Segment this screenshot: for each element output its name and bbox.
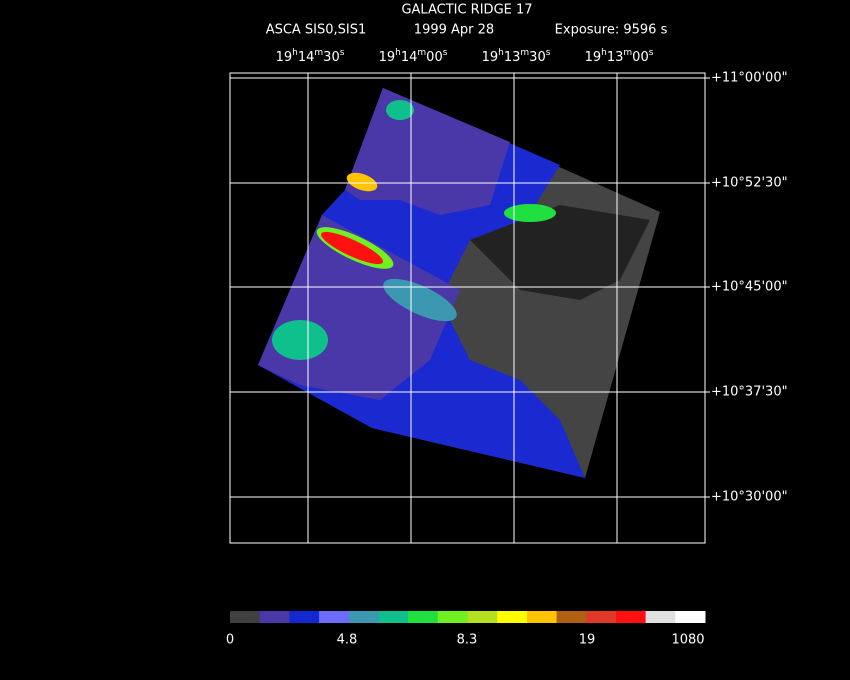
ra-label: 19h13m30s [482, 48, 551, 65]
exposure: Exposure: 9596 s [555, 23, 668, 38]
field-dark [470, 205, 650, 300]
ra-label-part: s [649, 48, 654, 58]
image [258, 88, 660, 478]
colorbar-segment [645, 611, 676, 623]
ra-label-part: 19 [585, 50, 602, 65]
ra-label-part: 19 [379, 50, 396, 65]
date: 1999 Apr 28 [414, 23, 494, 38]
emission-peak [321, 231, 383, 265]
colorbar-segment [378, 611, 409, 623]
ra-label-part: 14 [298, 50, 315, 65]
ra-label: 19h14m30s [276, 48, 345, 65]
emission [386, 100, 414, 120]
colorbar-segment [526, 611, 558, 623]
emission [272, 320, 328, 360]
ra-label-part: 30 [529, 50, 546, 65]
colorbar-segment [348, 611, 379, 623]
colorbar-label: 19 [579, 633, 596, 648]
ra-label-part: s [546, 48, 551, 58]
ra-label-part: 30 [323, 50, 340, 65]
colorbar-label: 8.3 [457, 633, 478, 648]
ra-label-part: 00 [426, 50, 443, 65]
grid [229, 72, 710, 544]
emission [346, 172, 378, 192]
dec-label: +11°00'00" [711, 71, 788, 86]
emission [504, 204, 556, 222]
ra-label-part: 13 [504, 50, 521, 65]
ra-label-part: h [601, 48, 607, 58]
colorbar-label: 0 [226, 633, 234, 648]
colorbar-segment [467, 611, 498, 623]
dec-label: +10°52'30" [711, 176, 788, 191]
colorbar-label: 4.8 [337, 633, 358, 648]
colorbar: 0 4.8 8.3 19 1080 [226, 611, 706, 648]
colorbar-segment [586, 611, 617, 623]
ra-label: 19h14m00s [379, 48, 448, 65]
colorbar-segment [319, 611, 350, 623]
ra-label-part: 13 [607, 50, 624, 65]
colorbar-segment [289, 611, 320, 623]
title: GALACTIC RIDGE 17 [401, 3, 532, 18]
ra-label: 19h13m00s [585, 48, 654, 65]
ra-label-part: m [314, 48, 323, 58]
ra-label-part: h [498, 48, 504, 58]
dec-label: +10°37'30" [711, 385, 788, 400]
emission [383, 278, 457, 322]
colorbar-segment [437, 611, 468, 623]
instrument: ASCA SIS0,SIS1 [266, 23, 367, 38]
dec-label: +10°45'00" [711, 280, 788, 295]
ra-label-part: m [417, 48, 426, 58]
colorbar-segment [230, 611, 261, 623]
colorbar-segment [556, 611, 587, 623]
ra-label-part: m [520, 48, 529, 58]
ra-label-part: 19 [276, 50, 293, 65]
ra-label-part: h [292, 48, 298, 58]
colorbar-label: 1080 [671, 633, 704, 648]
ra-label-part: s [443, 48, 448, 58]
ra-label-part: 19 [482, 50, 499, 65]
dec-label: +10°30'00" [711, 490, 788, 505]
colorbar-segment [408, 611, 439, 623]
ra-label-part: h [395, 48, 401, 58]
colorbar-segment [497, 611, 528, 623]
ra-label-part: s [340, 48, 345, 58]
ra-label-part: 14 [401, 50, 418, 65]
frame [229, 72, 706, 544]
colorbar-segment [615, 611, 647, 623]
ra-label-part: m [623, 48, 632, 58]
colorbar-segment [675, 611, 706, 623]
ra-label-part: 00 [632, 50, 649, 65]
colorbar-segment [259, 611, 290, 623]
